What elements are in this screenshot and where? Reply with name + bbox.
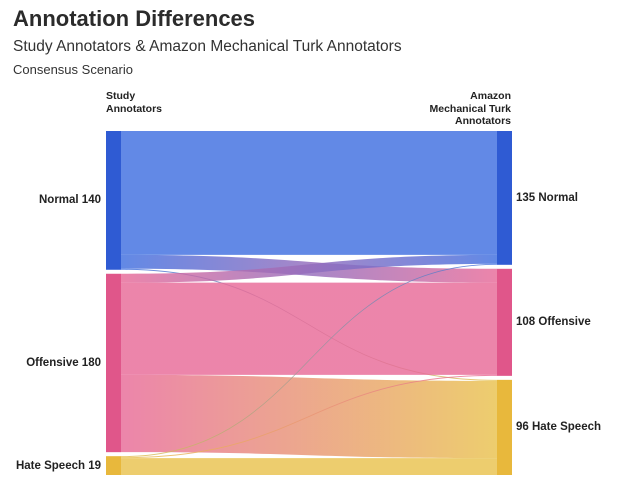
- right-node-label-offensive: 108 Offensive: [516, 316, 591, 329]
- left-node-label-hate-speech: Hate Speech 19: [15, 459, 101, 472]
- flow-normal-to-normal: [121, 131, 497, 255]
- right-node-label-normal: 135 Normal: [516, 191, 579, 204]
- right-node-label-hate-speech: 96 Hate Speech: [516, 421, 602, 434]
- right-node-offensive: [497, 268, 512, 376]
- right-column-header: Amazon Mechanical Turk Annotators: [429, 90, 512, 127]
- left-node-offensive: [106, 273, 121, 453]
- flow-offensive-to-offensive: [121, 282, 497, 375]
- flow-hate-speech-to-hate-speech: [121, 458, 497, 475]
- chart-subtitle: Study Annotators & Amazon Mechanical Tur…: [13, 38, 402, 55]
- left-node-normal: [106, 131, 121, 270]
- right-node-normal: [497, 131, 512, 265]
- right-node-hate-speech: [497, 379, 512, 475]
- flow-offensive-to-normal: [121, 254, 497, 283]
- chart-title: Annotation Differences: [13, 6, 256, 31]
- flow-hate-speech-to-offensive: [121, 374, 497, 459]
- flow-hate-speech-to-normal: [121, 263, 497, 458]
- left-column-header: Study Annotators: [106, 90, 162, 115]
- left-node-label-normal: Normal 140: [38, 194, 101, 207]
- left-node-label-offensive: Offensive 180: [26, 356, 101, 369]
- left-node-hate-speech: [106, 456, 121, 475]
- scenario-label: Consensus Scenario: [13, 62, 133, 77]
